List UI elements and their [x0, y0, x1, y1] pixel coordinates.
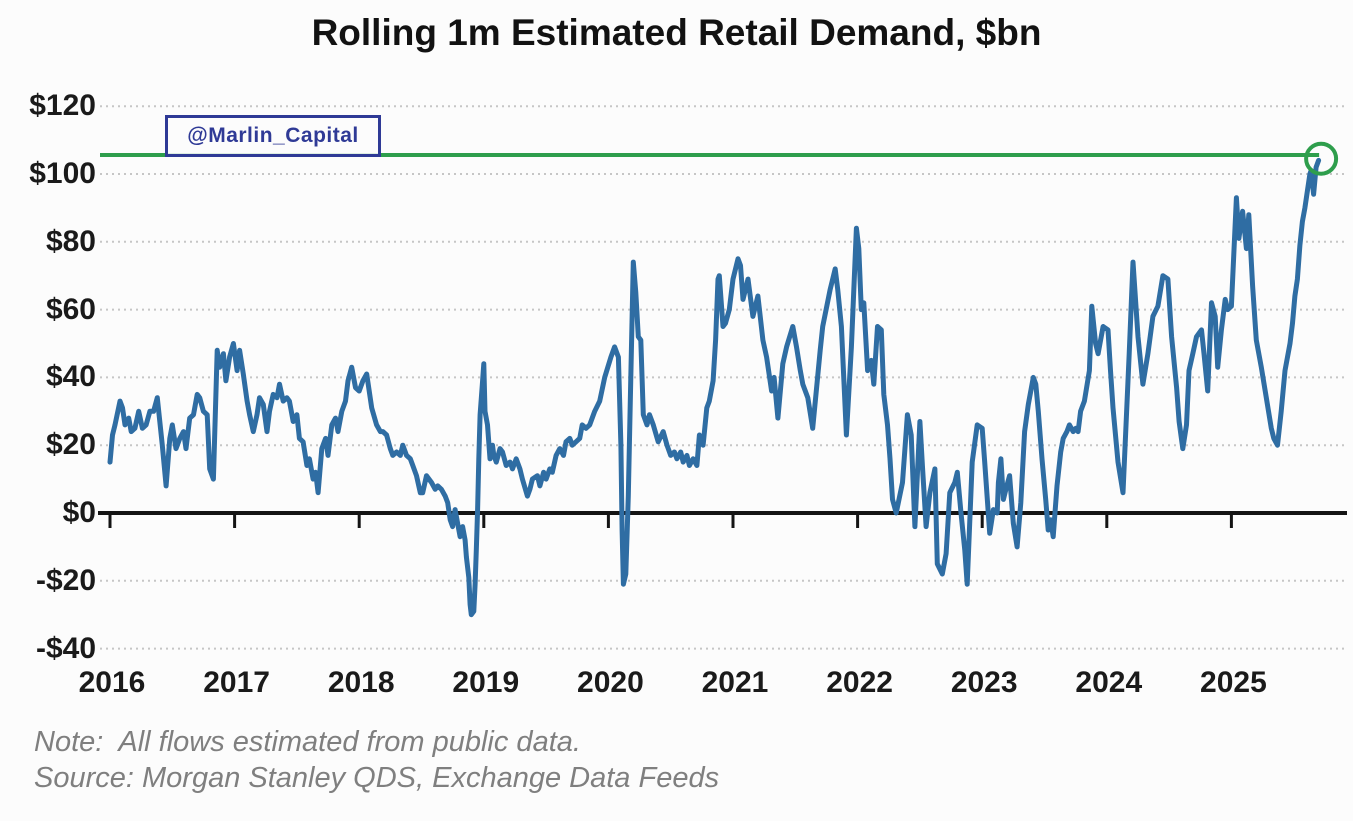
note-line: Note: All flows estimated from public da…: [34, 726, 581, 758]
x-axis-label: 2016: [78, 666, 146, 699]
retail-demand-line: [107, 157, 1322, 618]
y-axis-label: $80: [45, 224, 96, 258]
watermark-text: @Marlin_Capital: [187, 124, 359, 147]
x-axis-label: 2017: [203, 666, 270, 699]
y-axis-label: $40: [45, 360, 96, 394]
x-axis-label: 2023: [950, 666, 1018, 699]
x-axis-label: 2019: [452, 666, 520, 699]
x-axis-label: 2020: [577, 666, 644, 699]
watermark-badge: @Marlin_Capital: [165, 115, 381, 157]
chart-title: Rolling 1m Estimated Retail Demand, $bn: [311, 12, 1042, 53]
y-axis-label: $20: [45, 428, 96, 462]
x-axis-label: 2022: [826, 666, 893, 699]
y-axis-label: $60: [45, 292, 96, 326]
source-line: Source: Morgan Stanley QDS, Exchange Dat…: [34, 762, 720, 794]
record-highlight-circle: [1304, 141, 1339, 176]
y-axis-label: -$20: [35, 563, 96, 597]
x-axis-label: 2021: [701, 666, 769, 699]
x-axis-label: 2024: [1075, 666, 1143, 699]
y-axis-label: $100: [29, 157, 96, 190]
y-axis-label: -$40: [35, 631, 96, 665]
x-axis-label: 2018: [327, 666, 395, 699]
y-axis-label: $120: [29, 89, 96, 123]
gridlines: [100, 105, 1346, 650]
x-axis-label: 2025: [1200, 666, 1267, 699]
y-axis-label: $0: [62, 496, 96, 529]
x-axis-ticks: [108, 513, 1233, 528]
